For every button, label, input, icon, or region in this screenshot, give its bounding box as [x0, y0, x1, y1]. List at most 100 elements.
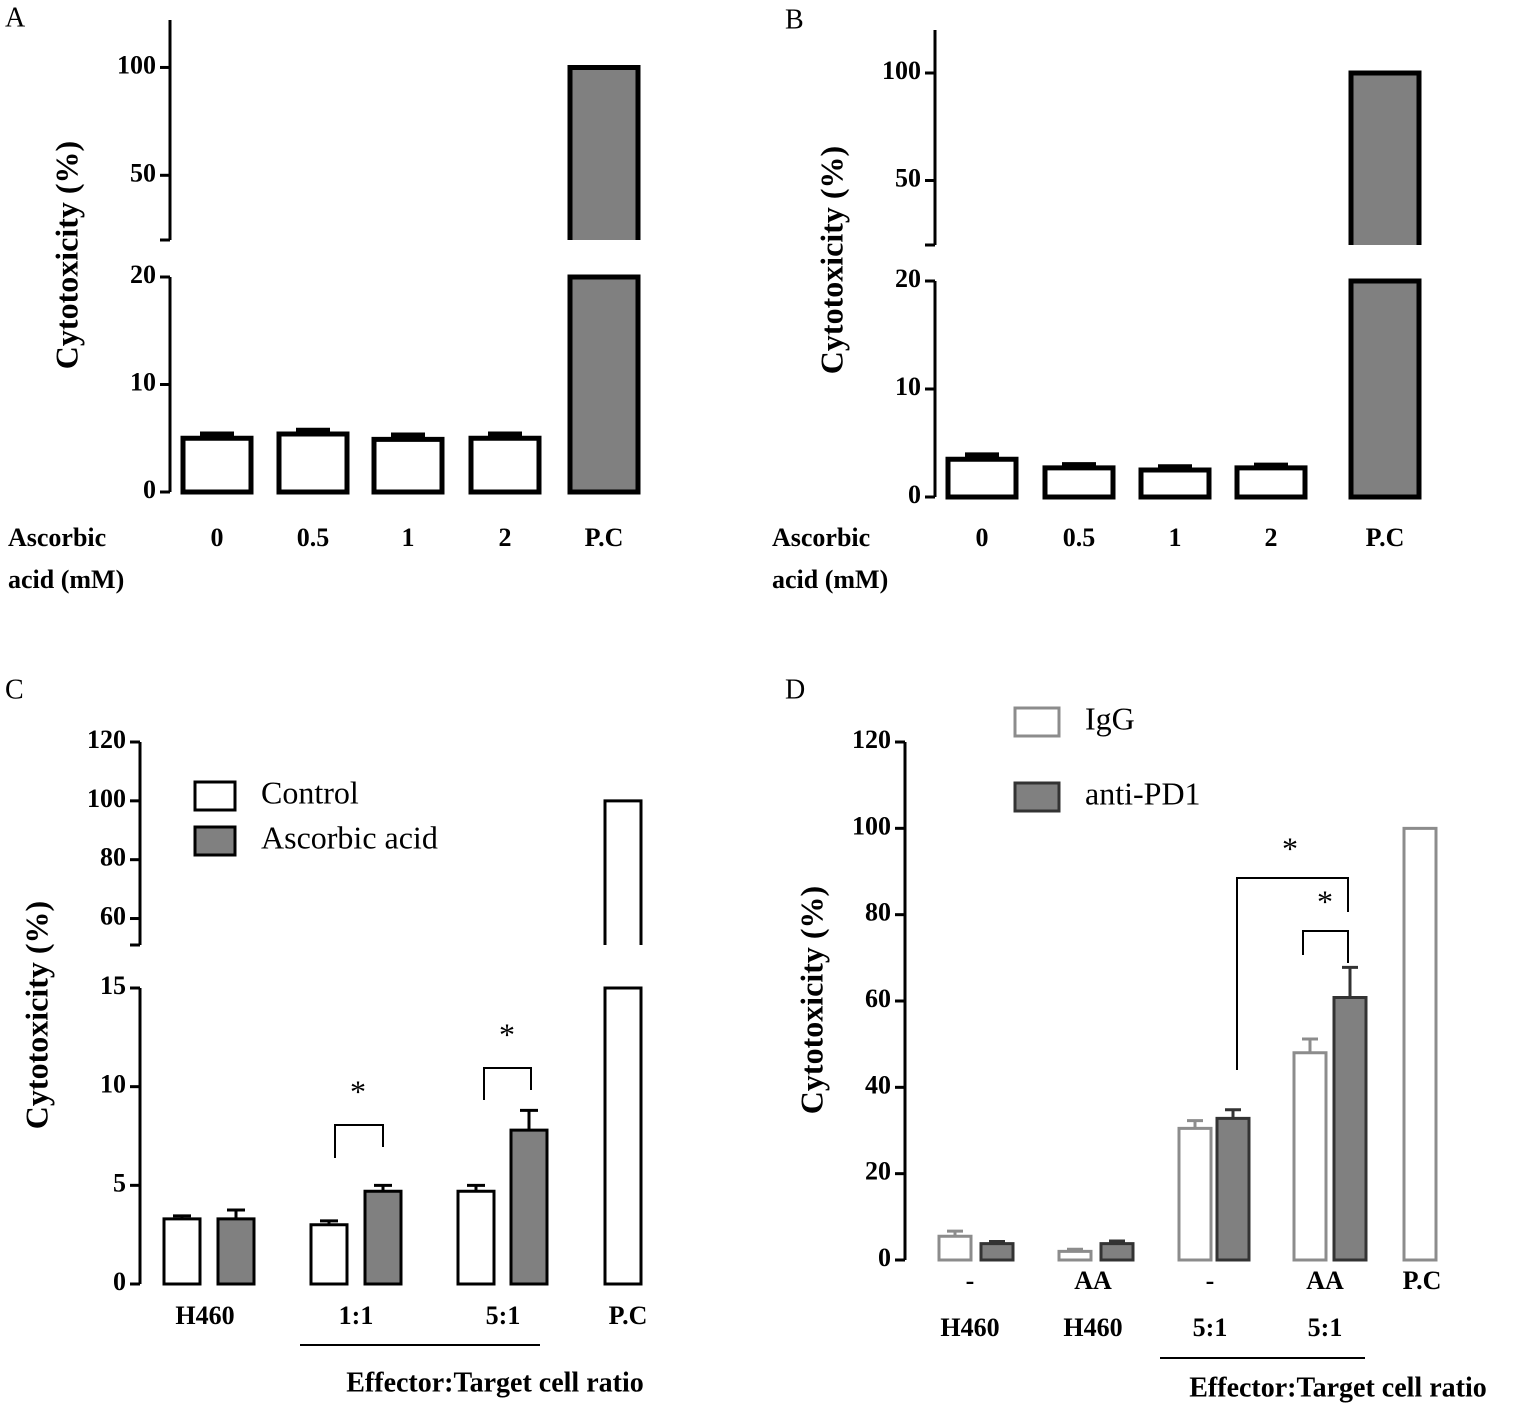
bar [162, 1217, 202, 1286]
x-tick-label: P.C [1403, 1266, 1442, 1295]
bar [180, 435, 254, 495]
bar [979, 1242, 1015, 1262]
x-tick-label: 5:1 [1308, 1313, 1343, 1342]
y-tick-label: 50 [895, 163, 921, 192]
y-tick-label: 15 [100, 971, 126, 1000]
x-tick-label: 1:1 [339, 1301, 374, 1330]
significance-label: * [350, 1073, 366, 1109]
panel-letter: C [5, 674, 24, 705]
y-axis-label: Cytotoxicity (%) [813, 146, 849, 374]
bar [1138, 467, 1212, 500]
error-bar [320, 1219, 338, 1225]
group-label: Effector:Target cell ratio [346, 1367, 644, 1398]
x-tick-label: - [1206, 1266, 1215, 1295]
bar [1042, 465, 1116, 500]
y-tick-label: 120 [87, 725, 126, 754]
y-axis-label: Cytotoxicity (%) [18, 901, 54, 1129]
error-bar [227, 1208, 245, 1219]
y-tick-label: 10 [130, 367, 156, 396]
error-bar [1342, 965, 1358, 998]
x-tick-label: H460 [175, 1301, 234, 1330]
y-tick-label: 100 [117, 50, 156, 79]
significance-label: * [1317, 883, 1333, 919]
error-bar [1187, 1119, 1203, 1129]
x-tick-label: 2 [1265, 523, 1278, 552]
y-tick-label: 100 [852, 811, 891, 840]
y-tick-label: 20 [865, 1157, 891, 1186]
y-tick-label: 0 [143, 475, 156, 504]
x-tick-label: 1 [1169, 523, 1182, 552]
x-axis-label: acid (mM) [8, 565, 124, 594]
x-tick-label: 2 [499, 523, 512, 552]
bar [937, 1234, 973, 1262]
error-bar [1062, 462, 1096, 468]
significance-bracket [483, 1067, 532, 1100]
bar [603, 799, 643, 1286]
y-tick-label: 0 [113, 1267, 126, 1296]
bar [468, 435, 542, 495]
y-tick-label: 0 [878, 1243, 891, 1272]
x-tick-label: 0.5 [1063, 523, 1096, 552]
error-bar [1158, 464, 1192, 470]
y-tick-label: 120 [852, 725, 891, 754]
bar [1057, 1249, 1093, 1262]
error-bar [374, 1183, 392, 1192]
legend-label: Ascorbic acid [261, 819, 438, 855]
error-bar [467, 1183, 485, 1192]
bar [309, 1223, 349, 1286]
error-bar [1067, 1247, 1083, 1252]
x-tick-label: AA [1306, 1266, 1344, 1295]
x-tick-label: H460 [1063, 1313, 1122, 1342]
legend-label: IgG [1085, 700, 1135, 736]
y-axis-label: Cytotoxicity (%) [48, 141, 84, 369]
x-tick-label: 5:1 [486, 1301, 521, 1330]
error-bar [296, 427, 330, 434]
x-axis-label: acid (mM) [772, 565, 888, 594]
x-tick-label: P.C [585, 523, 624, 552]
error-bar [947, 1229, 963, 1237]
legend-label: Control [261, 774, 359, 810]
error-bar [391, 432, 425, 440]
bar [567, 64, 641, 495]
x-axis-label: Ascorbic [8, 523, 106, 552]
error-bar [989, 1239, 1005, 1244]
bar [1348, 70, 1422, 500]
bar [276, 431, 350, 495]
panel-letter: A [5, 2, 26, 33]
x-tick-label: 5:1 [1193, 1313, 1228, 1342]
y-tick-label: 20 [895, 264, 921, 293]
error-bar [200, 431, 234, 439]
bar [1234, 465, 1308, 500]
group-label: Effector:Target cell ratio [1189, 1372, 1487, 1403]
y-axis-label: Cytotoxicity (%) [793, 886, 829, 1114]
bar [1332, 996, 1368, 1262]
y-tick-label: 20 [130, 260, 156, 289]
legend-swatch [1013, 781, 1061, 813]
error-bar [520, 1108, 538, 1131]
y-tick-label: 10 [100, 1070, 126, 1099]
panel-letter: D [785, 674, 805, 705]
legend-swatch [193, 780, 237, 812]
bar [1215, 1116, 1251, 1262]
x-axis-label: Ascorbic [772, 523, 870, 552]
y-tick-label: 80 [100, 843, 126, 872]
error-bar [173, 1214, 191, 1219]
bar [363, 1189, 403, 1286]
x-tick-label: H460 [940, 1313, 999, 1342]
bar [1402, 826, 1438, 1262]
bar [1177, 1126, 1213, 1262]
error-bar [1109, 1239, 1125, 1244]
legend-swatch [193, 825, 237, 857]
y-tick-label: 80 [865, 898, 891, 927]
x-tick-label: P.C [609, 1301, 648, 1330]
x-tick-label: 0 [211, 523, 224, 552]
legend-swatch [1013, 706, 1061, 738]
error-bar [1302, 1037, 1318, 1053]
y-tick-label: 100 [882, 56, 921, 85]
x-tick-label: AA [1074, 1266, 1112, 1295]
bar [509, 1128, 549, 1286]
error-bar [1254, 462, 1288, 468]
x-tick-label: 0.5 [297, 523, 330, 552]
x-tick-label: 0 [976, 523, 989, 552]
error-bar [1225, 1108, 1241, 1119]
